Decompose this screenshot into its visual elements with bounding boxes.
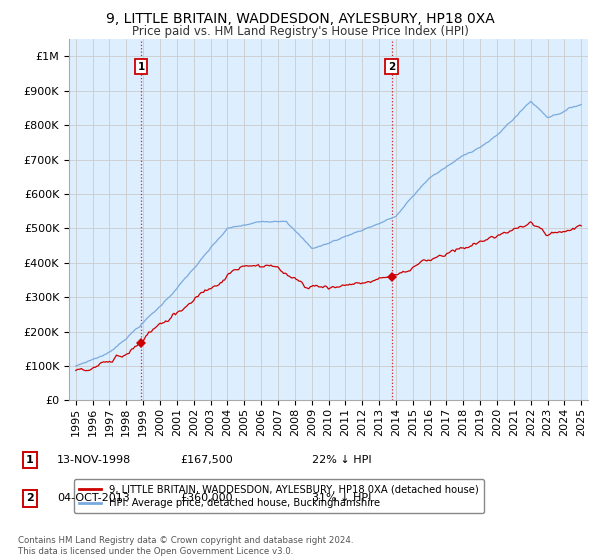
Text: 2: 2 — [26, 493, 34, 503]
Legend: 9, LITTLE BRITAIN, WADDESDON, AYLESBURY, HP18 0XA (detached house), HPI: Average: 9, LITTLE BRITAIN, WADDESDON, AYLESBURY,… — [74, 479, 484, 514]
Text: 1: 1 — [26, 455, 34, 465]
Text: 13-NOV-1998: 13-NOV-1998 — [57, 455, 131, 465]
Text: £167,500: £167,500 — [180, 455, 233, 465]
Text: 9, LITTLE BRITAIN, WADDESDON, AYLESBURY, HP18 0XA: 9, LITTLE BRITAIN, WADDESDON, AYLESBURY,… — [106, 12, 494, 26]
Text: 04-OCT-2013: 04-OCT-2013 — [57, 493, 130, 503]
Text: 2: 2 — [388, 62, 395, 72]
Text: Price paid vs. HM Land Registry's House Price Index (HPI): Price paid vs. HM Land Registry's House … — [131, 25, 469, 38]
Text: 1: 1 — [137, 62, 145, 72]
Text: 22% ↓ HPI: 22% ↓ HPI — [312, 455, 371, 465]
Text: £360,000: £360,000 — [180, 493, 233, 503]
Text: Contains HM Land Registry data © Crown copyright and database right 2024.
This d: Contains HM Land Registry data © Crown c… — [18, 536, 353, 556]
Text: 31% ↓ HPI: 31% ↓ HPI — [312, 493, 371, 503]
